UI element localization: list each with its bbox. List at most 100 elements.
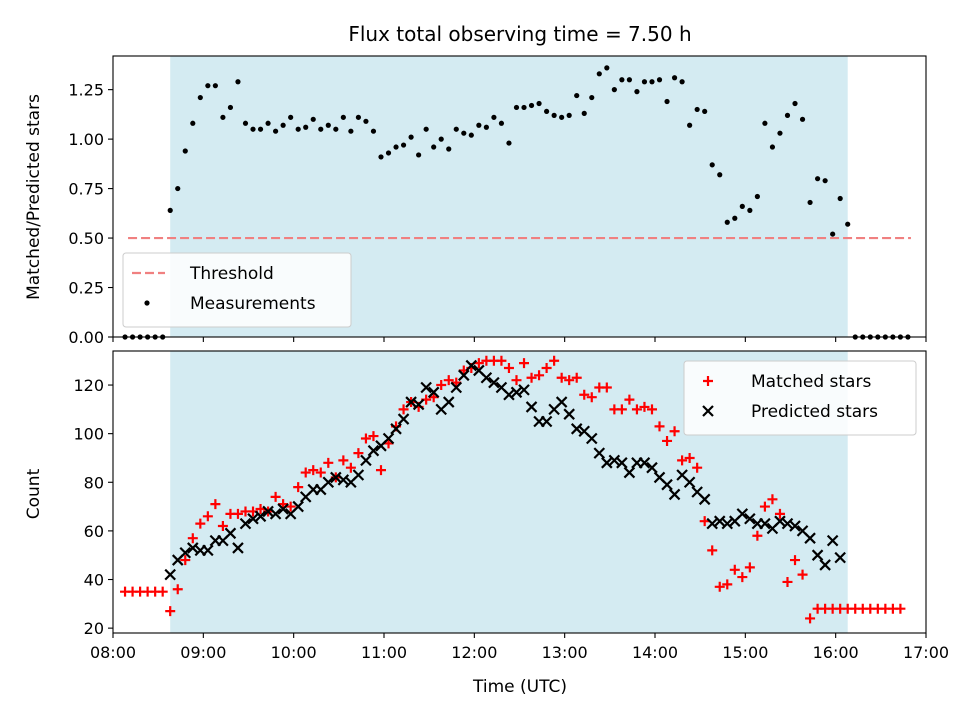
data-point	[739, 203, 745, 209]
data-point	[187, 533, 198, 544]
data-point	[412, 398, 425, 411]
data-point	[368, 431, 379, 442]
x-tick-label: 10:00	[271, 643, 317, 662]
y-tick-label: 20	[84, 619, 104, 638]
data-point	[616, 404, 627, 415]
data-point	[491, 114, 497, 120]
data-point	[601, 382, 612, 393]
data-point	[619, 77, 625, 83]
data-point	[774, 515, 786, 527]
data-point	[721, 517, 734, 530]
data-point	[197, 94, 203, 101]
data-point	[895, 603, 906, 614]
data-point	[165, 606, 176, 617]
data-point	[767, 494, 778, 505]
y-tick-label: 60	[84, 522, 104, 541]
x-tick-label: 15:00	[722, 643, 768, 662]
y-tick-label: 40	[84, 571, 104, 590]
data-point	[608, 454, 621, 467]
data-point	[400, 142, 407, 148]
data-point	[476, 122, 482, 128]
data-point	[202, 544, 214, 557]
data-point	[596, 71, 602, 77]
data-point	[315, 467, 326, 478]
data-point	[179, 546, 192, 559]
data-point	[438, 136, 444, 142]
data-point	[641, 79, 648, 85]
data-point	[338, 455, 349, 466]
data-point	[585, 432, 598, 445]
data-point	[303, 124, 309, 130]
data-point	[646, 461, 658, 474]
data-point	[662, 435, 673, 446]
data-point	[526, 372, 537, 383]
data-point	[235, 79, 241, 85]
data-point	[436, 380, 447, 391]
data-point	[513, 104, 520, 111]
data-point	[807, 199, 813, 206]
data-point	[737, 572, 748, 583]
data-point	[337, 474, 350, 486]
data-point	[586, 392, 597, 403]
data-point	[604, 65, 610, 71]
data-point	[790, 555, 801, 566]
data-point	[623, 466, 636, 479]
data-point	[759, 517, 771, 530]
data-point	[355, 114, 362, 120]
data-point	[521, 104, 527, 111]
y-tick-label: 1.25	[68, 81, 104, 100]
data-point	[416, 152, 422, 158]
data-point	[692, 462, 703, 473]
data-point	[646, 404, 657, 415]
data-point	[534, 370, 545, 381]
data-point	[333, 126, 339, 132]
data-point	[549, 355, 560, 366]
data-point	[393, 144, 399, 150]
data-point	[367, 444, 380, 457]
data-point	[277, 503, 289, 515]
x-tick-label: 11:00	[361, 643, 407, 662]
data-point	[826, 534, 839, 547]
data-point	[446, 146, 452, 152]
data-point	[556, 372, 567, 383]
data-point	[420, 381, 432, 394]
data-point	[671, 75, 678, 81]
data-point	[579, 389, 590, 400]
legend-label: Predicted stars	[751, 402, 878, 422]
data-point	[616, 457, 628, 469]
data-point	[348, 128, 354, 134]
data-point	[375, 465, 386, 476]
data-point	[845, 221, 851, 227]
data-point	[564, 375, 575, 386]
data-point	[300, 467, 311, 478]
data-point	[777, 130, 783, 136]
data-point	[555, 396, 568, 408]
data-point	[483, 124, 489, 130]
data-point	[423, 126, 429, 132]
chart-title: Flux total observing time = 7.50 h	[348, 22, 691, 46]
data-point	[668, 488, 681, 501]
data-point	[461, 130, 467, 136]
legend-label: Threshold	[189, 264, 274, 284]
data-point	[360, 433, 371, 444]
data-point	[601, 457, 613, 469]
data-point	[443, 375, 454, 386]
data-point	[638, 457, 651, 469]
data-point	[570, 423, 583, 435]
data-point	[255, 504, 266, 515]
data-point	[581, 110, 587, 116]
x-tick-label: 14:00	[632, 643, 678, 662]
top-ylabel: Matched/Predicted stars	[24, 94, 44, 300]
data-point	[631, 404, 642, 415]
data-point	[536, 100, 542, 107]
data-point	[220, 114, 226, 120]
data-point	[323, 457, 334, 468]
data-point	[292, 500, 304, 513]
data-point	[285, 501, 296, 512]
legend: Matched stars Predicted stars	[683, 360, 917, 436]
legend-dot-marker	[144, 300, 150, 306]
data-point	[510, 386, 523, 399]
data-point	[819, 559, 831, 571]
data-point	[453, 126, 459, 132]
